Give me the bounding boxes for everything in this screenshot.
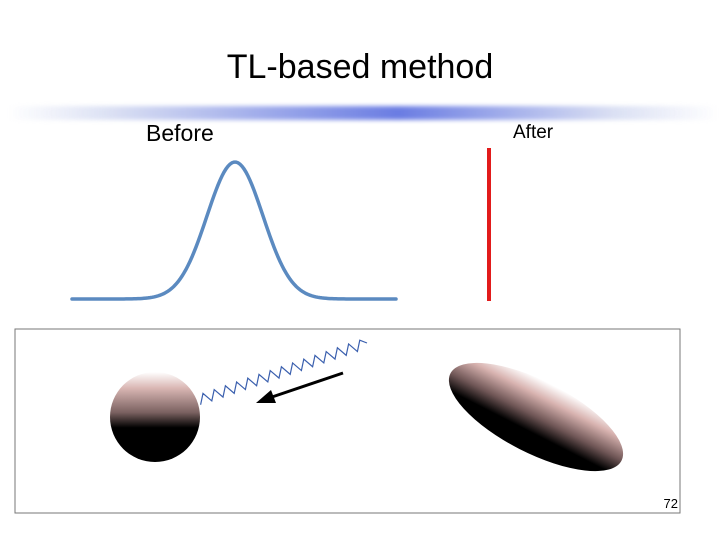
- sphere-shape: [110, 372, 200, 462]
- panel-frame: [14, 328, 681, 514]
- wave-line: [200, 339, 368, 405]
- title-divider: [8, 106, 718, 120]
- slide-number: 72: [663, 496, 678, 511]
- slide-title: TL-based method: [226, 48, 494, 86]
- arrow-icon: [256, 371, 344, 403]
- gaussian-curve: [70, 160, 398, 301]
- after-label: After: [513, 122, 554, 143]
- ellipsoid-shape: [448, 362, 624, 472]
- before-label: Before: [146, 120, 214, 146]
